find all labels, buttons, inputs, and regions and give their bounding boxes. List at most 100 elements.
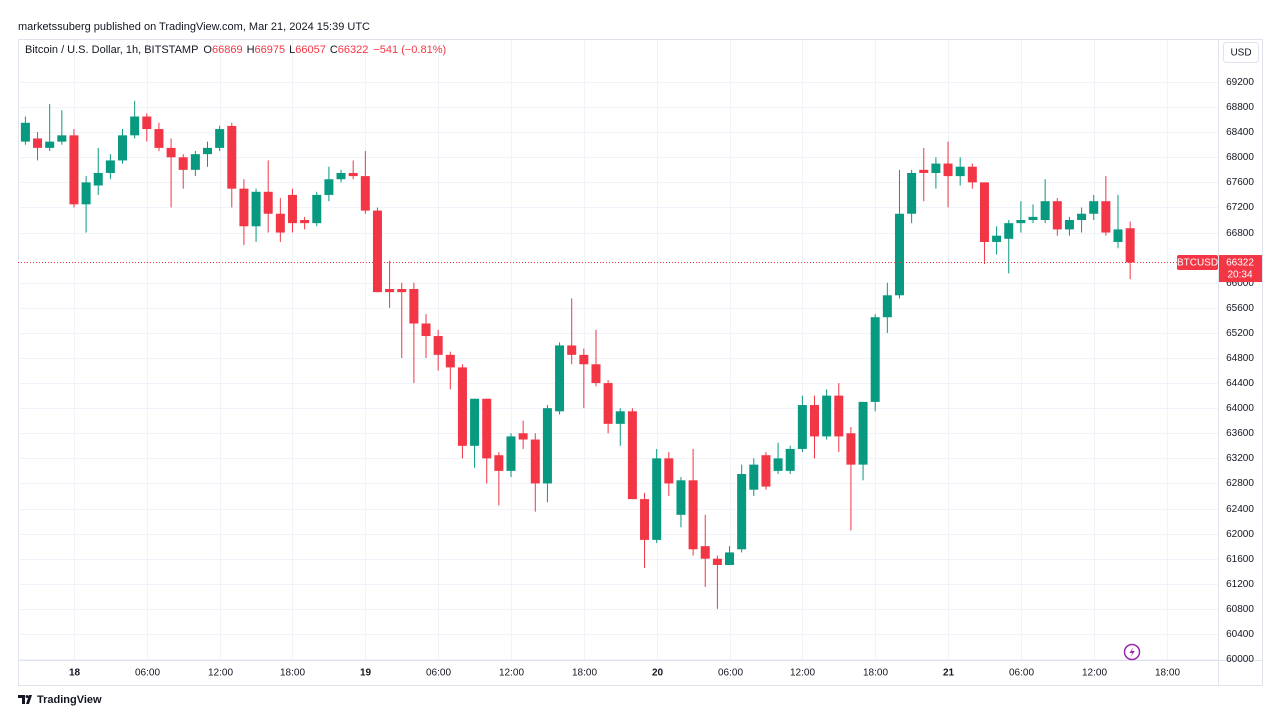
candle-body — [834, 395, 844, 437]
y-tick-label: 62800 — [1226, 478, 1254, 489]
x-tick-label: 20 — [652, 668, 664, 679]
candle-body — [130, 116, 140, 136]
candle-body — [979, 182, 989, 242]
candle-body — [615, 411, 625, 424]
x-tick-label: 12:00 — [1082, 668, 1107, 679]
ohlc-letter: C — [330, 44, 338, 56]
candle-body — [822, 395, 832, 437]
x-tick-label: 06:00 — [426, 668, 451, 679]
candle-body — [992, 235, 1002, 242]
candle-body — [1101, 201, 1111, 233]
candle-body — [336, 172, 346, 180]
candle-body — [518, 433, 528, 440]
candle-body — [1089, 201, 1099, 214]
candle-body — [203, 147, 212, 155]
y-tick-label: 64800 — [1226, 353, 1254, 364]
candle-body — [105, 160, 115, 173]
candle-body — [190, 154, 200, 170]
candles — [20, 100, 1135, 609]
candle-body — [542, 408, 552, 484]
y-tick-label: 65200 — [1226, 328, 1254, 339]
candle-body — [300, 220, 310, 224]
candle-body — [688, 480, 698, 550]
candle-body — [955, 166, 965, 177]
candle-body — [652, 458, 662, 540]
price-tag-value: 66322 — [1226, 258, 1254, 269]
candle-body — [579, 354, 589, 365]
candle-body — [882, 295, 892, 318]
candle-body — [81, 182, 91, 205]
candle-body — [421, 323, 431, 337]
lightning-icon[interactable] — [1123, 643, 1141, 661]
candle-body — [348, 172, 358, 177]
candle-body — [470, 398, 480, 446]
x-tick-label: 18 — [69, 668, 81, 679]
candle-body — [275, 213, 285, 233]
x-tick-label: 06:00 — [718, 668, 743, 679]
candle-body — [712, 558, 722, 565]
candle-body — [142, 116, 152, 130]
candle-body — [494, 455, 504, 471]
icon-ring — [1123, 643, 1141, 661]
x-tick-label: 12:00 — [208, 668, 233, 679]
candle-body — [1064, 220, 1074, 230]
candle-body — [506, 436, 516, 471]
candle-body — [919, 169, 929, 173]
x-tick-label: 18:00 — [863, 668, 888, 679]
y-tick-label: 66000 — [1226, 278, 1254, 289]
candle-body — [967, 166, 977, 183]
y-tick-label: 62400 — [1226, 504, 1254, 515]
y-tick-label: 69200 — [1226, 77, 1254, 88]
symbol-title: Bitcoin / U.S. Dollar, 1h, BITSTAMP — [25, 44, 198, 56]
y-tick-label: 64000 — [1226, 403, 1254, 414]
candle-body — [178, 157, 188, 170]
candle-body — [324, 179, 334, 195]
y-tick-label: 62000 — [1226, 529, 1254, 540]
candle-body — [397, 289, 407, 293]
candle-body — [433, 336, 443, 355]
y-tick-label: 67600 — [1226, 177, 1254, 188]
chart-frame — [18, 39, 1263, 686]
candle-body — [372, 210, 382, 293]
y-tick-label: 68400 — [1226, 127, 1254, 138]
candle-body — [1052, 201, 1062, 230]
low-value: 66057 — [295, 44, 326, 56]
currency-button[interactable] — [1223, 42, 1259, 63]
candle-body — [20, 122, 30, 142]
high-value: 66975 — [255, 44, 286, 56]
candle-body — [263, 191, 273, 214]
candle-body — [640, 499, 650, 540]
candle-body — [445, 354, 455, 368]
y-tick-label: 63200 — [1226, 453, 1254, 464]
y-tick-label: 68000 — [1226, 152, 1254, 163]
candle-body — [1004, 223, 1014, 239]
ohlc-letter: O — [203, 44, 212, 56]
candle-body — [603, 383, 613, 424]
candle-body — [385, 289, 395, 293]
candle-body — [700, 546, 710, 559]
candle-body — [215, 129, 225, 148]
candle-body — [166, 147, 176, 158]
candle-body — [251, 191, 261, 227]
candle-body — [1077, 213, 1087, 221]
symbol-tag — [1177, 255, 1218, 271]
price-tag — [1219, 255, 1262, 283]
close-value: 66322 — [338, 44, 369, 56]
candle-body — [1125, 228, 1135, 263]
candle-body — [773, 458, 783, 471]
y-tick-label: 65600 — [1226, 303, 1254, 314]
candle-body — [870, 317, 880, 402]
candle-body — [858, 401, 868, 465]
candle-body — [457, 367, 467, 446]
y-tick-label: 61600 — [1226, 554, 1254, 565]
candle-body — [93, 172, 103, 186]
candle-body — [676, 480, 686, 515]
candle-body — [931, 163, 941, 173]
ohlc-letter: H — [247, 44, 255, 56]
currency-label[interactable]: USD — [1230, 48, 1251, 59]
x-tick-label: 21 — [943, 668, 955, 679]
y-tick-label: 67200 — [1226, 202, 1254, 213]
candle-body — [591, 364, 601, 384]
symbol-tag-label: BTCUSD — [1177, 258, 1218, 269]
candle-body — [785, 448, 795, 471]
